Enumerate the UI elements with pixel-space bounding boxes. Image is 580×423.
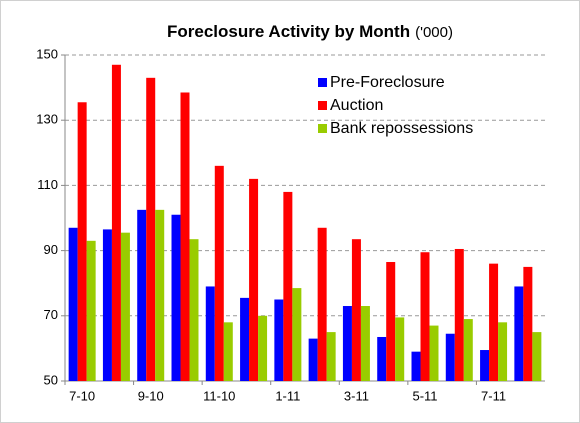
bar — [214, 165, 224, 381]
bar — [292, 288, 302, 381]
y-tick-label: 130 — [36, 112, 58, 127]
bar — [146, 77, 156, 381]
bar — [180, 92, 190, 382]
bar — [395, 317, 405, 381]
bar — [420, 252, 430, 381]
bar — [189, 239, 199, 381]
bar — [429, 325, 439, 381]
bar — [77, 102, 87, 382]
bar — [223, 322, 233, 381]
x-tick-label: 7-11 — [481, 388, 506, 403]
bar — [308, 338, 318, 381]
bar — [326, 332, 336, 381]
bar — [102, 229, 112, 381]
chart-title-line: Foreclosure Activity by Month ('000) — [167, 22, 453, 41]
bar — [342, 306, 352, 381]
x-tick-label: 1-11 — [275, 388, 300, 403]
bar — [249, 178, 259, 381]
legend-swatch — [318, 124, 327, 133]
legend-label: Auction — [330, 97, 383, 114]
bar — [205, 286, 215, 381]
bar — [411, 351, 421, 381]
chart-subtitle: ('000) — [415, 24, 453, 41]
x-tick-label: 5-11 — [412, 388, 437, 403]
legend-swatch — [318, 101, 327, 110]
bar — [317, 227, 327, 381]
bar — [489, 263, 499, 381]
bar — [532, 332, 542, 381]
x-tick-label: 3-11 — [344, 388, 369, 403]
bar — [454, 248, 464, 381]
bar — [68, 227, 78, 381]
bar — [351, 239, 361, 381]
bar — [377, 336, 387, 381]
bar — [171, 214, 181, 381]
y-tick-label: 70 — [44, 307, 58, 322]
bar — [480, 350, 490, 381]
chart-title: Foreclosure Activity by Month — [167, 22, 410, 41]
x-tick-label: 9-10 — [138, 388, 164, 403]
bar — [360, 306, 370, 381]
x-tick-label: 7-10 — [69, 388, 95, 403]
bar — [258, 315, 268, 381]
legend-label: Pre-Foreclosure — [330, 74, 445, 91]
bar — [120, 232, 130, 381]
y-tick-label: 90 — [44, 242, 58, 257]
bar — [523, 266, 533, 381]
bar — [386, 262, 396, 381]
y-tick-label: 150 — [36, 46, 58, 61]
bar — [111, 64, 121, 381]
legend-swatch — [318, 78, 327, 87]
y-tick-label: 50 — [44, 372, 58, 387]
bar — [283, 191, 293, 381]
bar — [498, 322, 508, 381]
bar — [155, 209, 165, 381]
y-tick-label: 110 — [37, 177, 58, 192]
bar — [514, 286, 524, 381]
bar — [445, 333, 455, 381]
bar — [463, 319, 473, 381]
bar — [240, 297, 250, 381]
bar — [137, 209, 147, 381]
x-tick-label: 11-10 — [203, 388, 235, 403]
legend-label: Bank repossessions — [330, 120, 473, 137]
bar — [86, 240, 96, 381]
bar — [274, 299, 284, 381]
